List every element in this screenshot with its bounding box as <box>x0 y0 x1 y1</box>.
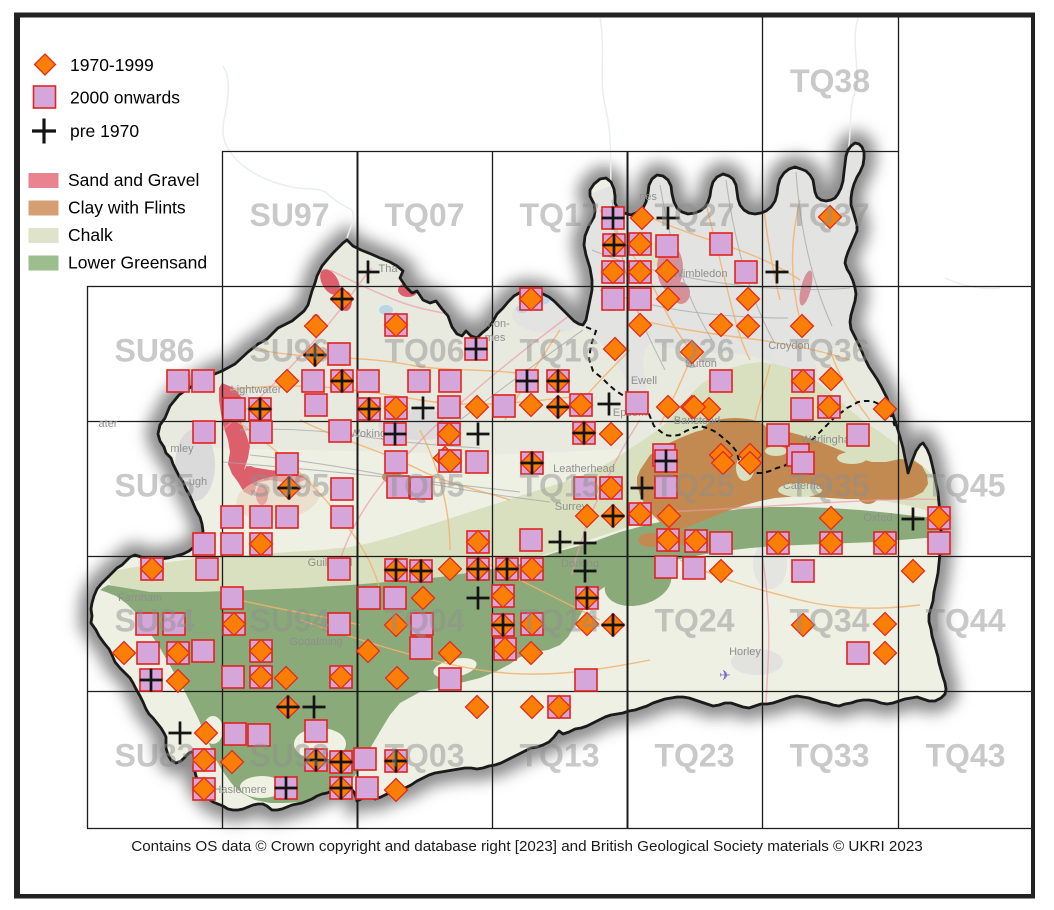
svg-text:Tha: Tha <box>379 263 399 275</box>
svg-text:TQ25: TQ25 <box>654 468 734 504</box>
svg-text:mes: mes <box>485 332 506 344</box>
svg-text:Warlingham: Warlingham <box>801 434 859 446</box>
svg-text:TQ14: TQ14 <box>519 603 599 639</box>
svg-text:Dorking: Dorking <box>561 558 599 570</box>
svg-text:Ewell: Ewell <box>631 375 657 387</box>
svg-text:Woking: Woking <box>350 428 386 440</box>
svg-text:Godalming: Godalming <box>289 636 342 648</box>
svg-text:nes: nes <box>639 191 657 203</box>
svg-text:TQ34: TQ34 <box>789 603 869 639</box>
svg-text:2000 onwards: 2000 onwards <box>70 88 180 108</box>
svg-text:TQ24: TQ24 <box>654 603 734 639</box>
svg-text:TQ13: TQ13 <box>519 738 599 774</box>
svg-text:SU93: SU93 <box>249 738 329 774</box>
svg-text:SU97: SU97 <box>249 197 329 233</box>
svg-text:Sand and Gravel: Sand and Gravel <box>68 170 199 190</box>
svg-text:TQ17: TQ17 <box>519 197 599 233</box>
svg-text:✈: ✈ <box>719 669 731 684</box>
svg-text:SU83: SU83 <box>114 738 194 774</box>
svg-text:Leatherhead: Leatherhead <box>553 463 615 475</box>
svg-text:mley: mley <box>170 443 194 455</box>
svg-text:TQ06: TQ06 <box>384 333 464 369</box>
svg-text:Croydon: Croydon <box>768 340 810 352</box>
svg-text:TQ23: TQ23 <box>654 738 734 774</box>
svg-text:SU85: SU85 <box>114 468 194 504</box>
svg-text:Haslemere: Haslemere <box>213 784 266 796</box>
svg-text:TQ05: TQ05 <box>384 468 464 504</box>
svg-text:Chalk: Chalk <box>68 225 113 245</box>
svg-text:TQ35: TQ35 <box>789 468 869 504</box>
svg-text:TQ38: TQ38 <box>790 63 870 99</box>
svg-text:Caterham: Caterham <box>783 480 831 492</box>
svg-text:Surrey: Surrey <box>555 501 588 513</box>
svg-text:SU84: SU84 <box>114 603 194 639</box>
svg-text:TQ43: TQ43 <box>925 738 1005 774</box>
svg-text:Farnham: Farnham <box>118 592 162 604</box>
svg-text:TQ27: TQ27 <box>654 197 734 233</box>
svg-text:SU86: SU86 <box>114 333 194 369</box>
svg-text:Contains OS data © Crown copy: Contains OS data © Crown copyright and d… <box>131 838 922 855</box>
svg-text:pre 1970: pre 1970 <box>70 121 139 141</box>
svg-text:TQ04: TQ04 <box>384 603 464 639</box>
svg-text:TQ37: TQ37 <box>789 197 869 233</box>
svg-text:TQ33: TQ33 <box>789 738 869 774</box>
svg-text:TQ07: TQ07 <box>384 197 464 233</box>
svg-text:Lower Greensand: Lower Greensand <box>68 253 207 273</box>
svg-text:Wimbledon: Wimbledon <box>672 268 727 280</box>
svg-text:SU95: SU95 <box>249 468 329 504</box>
svg-text:TQ36: TQ36 <box>789 333 869 369</box>
svg-text:SU96: SU96 <box>249 333 329 369</box>
svg-text:TQ44: TQ44 <box>925 603 1005 639</box>
svg-text:TQ26: TQ26 <box>654 333 734 369</box>
svg-text:n-on-: n-on- <box>484 318 510 330</box>
svg-text:Lightwater: Lightwater <box>231 384 282 396</box>
svg-text:TQ15: TQ15 <box>519 468 599 504</box>
svg-text:ater: ater <box>99 418 118 430</box>
svg-text:TQ03: TQ03 <box>384 738 464 774</box>
svg-text:TQ16: TQ16 <box>519 333 599 369</box>
svg-text:SU94: SU94 <box>249 603 329 639</box>
svg-text:1970-1999: 1970-1999 <box>70 55 154 75</box>
svg-text:Clay with Flints: Clay with Flints <box>68 198 186 218</box>
svg-text:Horley: Horley <box>729 646 761 658</box>
svg-text:TQ45: TQ45 <box>925 468 1005 504</box>
svg-text:Oxted: Oxted <box>863 512 892 524</box>
svg-text:ugh: ugh <box>189 476 207 488</box>
